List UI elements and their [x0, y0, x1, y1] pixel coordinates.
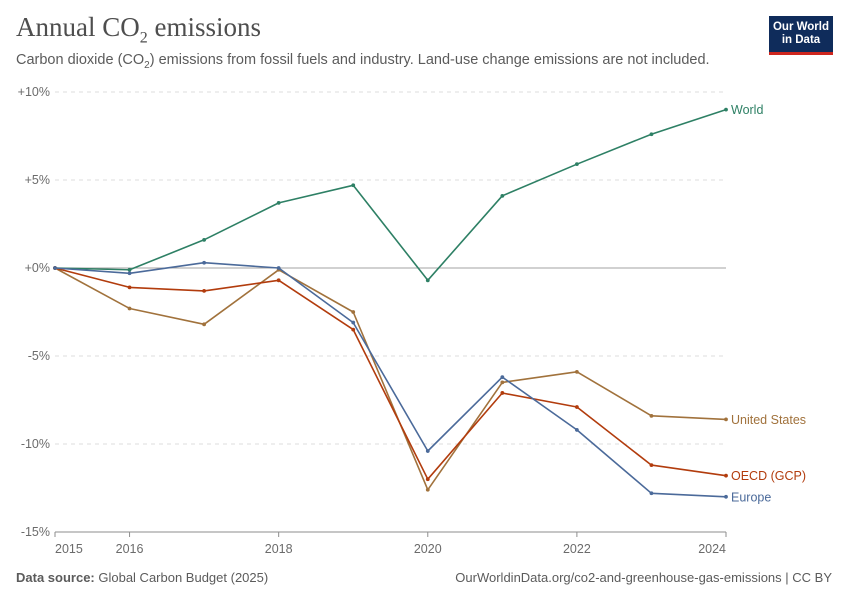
data-point — [500, 391, 505, 395]
data-point — [202, 288, 207, 293]
y-tick-label: -15% — [21, 525, 50, 539]
data-point — [127, 267, 132, 272]
data-point — [202, 322, 207, 327]
data-point — [649, 491, 654, 496]
x-tick-label: 2016 — [116, 542, 144, 556]
data-point — [276, 266, 281, 270]
x-tick-label: 2020 — [414, 542, 442, 556]
data-point — [202, 260, 207, 265]
logo-line-1: Our World — [772, 21, 829, 33]
chart-title: Annual CO2 emissions — [16, 12, 262, 47]
data-point — [351, 183, 356, 188]
data-point — [127, 285, 132, 290]
x-tick-label: 2018 — [265, 542, 293, 556]
data-point — [500, 375, 505, 380]
x-tick-label: 2022 — [563, 542, 591, 556]
series-layer — [53, 107, 728, 499]
data-point — [276, 278, 281, 283]
data-point — [127, 306, 132, 311]
data-point — [574, 369, 579, 374]
y-tick-label: +10% — [18, 85, 50, 99]
data-point — [500, 380, 505, 385]
data-point — [724, 417, 728, 422]
data-point — [574, 405, 579, 409]
data-point — [425, 477, 430, 482]
series-line — [54, 108, 727, 282]
data-point — [127, 271, 132, 276]
y-tick-label: +0% — [25, 261, 50, 275]
data-point — [574, 162, 579, 167]
series-label: OECD (GCP) — [731, 469, 806, 483]
axis-layer: +10% +5% +0% -5% -10% -15% 2015 2016 2018 2020 202… — [18, 85, 727, 556]
label-layer: World United States OECD (GCP) Europe — [731, 103, 806, 504]
y-tick-label: -5% — [28, 349, 50, 363]
y-tick-label: -10% — [21, 437, 50, 451]
data-point — [351, 310, 356, 314]
data-point — [351, 320, 356, 325]
data-point — [500, 193, 505, 198]
data-point — [574, 428, 579, 432]
x-tick-label: 2015 — [55, 542, 83, 556]
data-point — [724, 107, 728, 112]
data-point — [351, 327, 356, 332]
series-label: United States — [731, 413, 806, 427]
series-line — [54, 267, 727, 481]
data-point — [276, 200, 281, 205]
data-point — [425, 449, 430, 453]
y-tick-label: +5% — [25, 173, 50, 187]
chart-subtitle: Carbon dioxide (CO2) emissions from foss… — [16, 52, 710, 71]
data-point — [202, 237, 207, 242]
line-chart: +10% +5% +0% -5% -10% -15% 2015 2016 2018 2020 202… — [18, 85, 806, 556]
data-point — [425, 278, 430, 283]
data-point — [649, 463, 654, 468]
x-tick-label: 2024 — [698, 542, 726, 556]
series-line — [54, 267, 727, 491]
data-source: Data source: Global Carbon Budget (2025) — [16, 570, 269, 585]
data-point — [724, 473, 728, 478]
data-point — [649, 132, 654, 137]
data-point — [649, 413, 654, 418]
data-point — [53, 266, 57, 270]
logo-line-2: in Data — [781, 34, 821, 46]
series-line — [54, 261, 727, 498]
series-label: World — [731, 103, 763, 117]
owid-logo[interactable]: Our World in Data — [769, 16, 833, 55]
source-url-link[interactable]: OurWorldinData.org/co2-and-greenhouse-ga… — [455, 570, 832, 585]
series-label: Europe — [731, 490, 771, 504]
grid-layer — [55, 91, 726, 533]
data-point — [724, 494, 728, 499]
data-point — [425, 487, 430, 492]
